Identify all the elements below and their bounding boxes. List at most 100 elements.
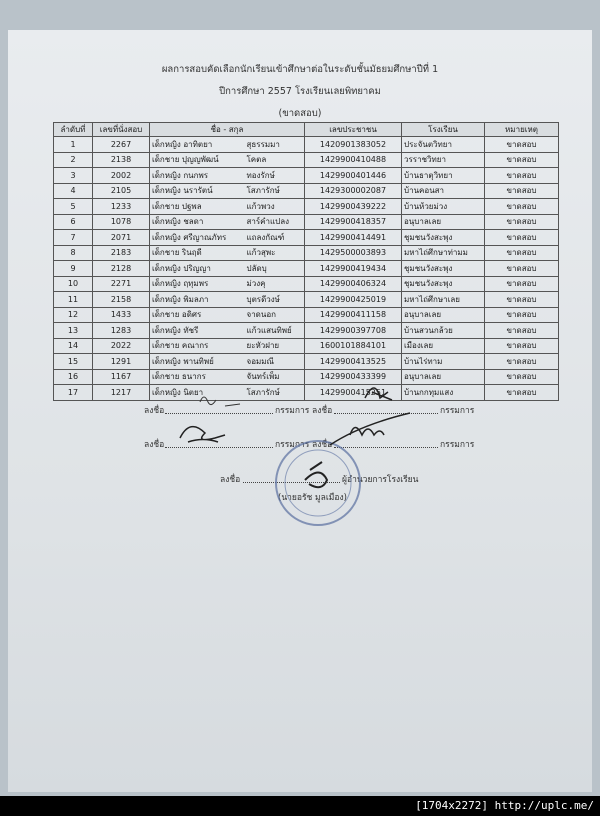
table-cell: อนุบาลเลย	[401, 368, 485, 385]
table-cell: ขาดสอบ	[484, 322, 559, 339]
table-cell: 8	[53, 244, 93, 261]
table-cell: ขาดสอบ	[484, 198, 559, 215]
table-cell: 2	[53, 151, 93, 168]
table-cell: เด็กหญิง ปริญญา	[149, 260, 245, 277]
column-header: โรงเรียน	[401, 122, 485, 137]
table-cell: ขาดสอบ	[484, 306, 559, 323]
table-cell: แก้วพวง	[244, 198, 305, 215]
table-cell: ขาดสอบ	[484, 337, 559, 354]
table-row: 9 2128 เด็กหญิง ปริญญา ปลัดบุ 1429900419434 ช…	[53, 260, 559, 277]
table-cell: 1429900415251	[304, 384, 402, 401]
status: (ขาดสอบ)	[278, 108, 322, 119]
table-cell: 1429900414491	[304, 229, 402, 246]
table-cell: 1167	[92, 368, 150, 385]
table-cell: บ้านสวนกล้วย	[401, 322, 485, 339]
table-cell: จาดนอก	[244, 306, 305, 323]
signature-line	[334, 413, 438, 414]
table-cell: เด็กหญิง พานทิพย์	[149, 353, 245, 370]
table-cell: เด็กหญิง พิมลภา	[149, 291, 245, 308]
table-cell: ยะหัวฝาย	[244, 337, 305, 354]
table-cell: ขาดสอบ	[484, 229, 559, 246]
table-cell: 1429900418357	[304, 213, 402, 230]
table-cell: 12	[53, 306, 93, 323]
table-cell: 15	[53, 353, 93, 370]
table-row: 14 2022 เด็กชาย คณากร ยะหัวฝาย 1600101884101…	[53, 337, 559, 354]
table-cell: 1429300002087	[304, 182, 402, 199]
table-cell: ขาดสอบ	[484, 213, 559, 230]
table-row: 12 1433 เด็กชาย อดิศร จาดนอก 1429900411158 อน…	[53, 306, 559, 323]
table-cell: เด็กชาย รินฤดี	[149, 244, 245, 261]
watermark: [1704x2272] http://uplc.me/	[415, 799, 594, 812]
table-cell: 5	[53, 198, 93, 215]
table-row: 10 2271 เด็กหญิง ฤทุมพร ม่วงคุ 1429900406324…	[53, 275, 559, 292]
table-cell: ขาดสอบ	[484, 182, 559, 199]
signature-label: ลงชื่อ	[144, 406, 165, 416]
table-cell: แก้วสุพะ	[244, 244, 305, 261]
table-row: 8 2183 เด็กชาย รินฤดี แก้วสุพะ 1429500003893…	[53, 244, 559, 261]
table-cell: 14	[53, 337, 93, 354]
table-cell: 1429900410488	[304, 151, 402, 168]
table-cell: 3	[53, 167, 93, 184]
table-cell: เด็กชาย คณากร	[149, 337, 245, 354]
signature-role: กรรมการ	[275, 406, 310, 416]
table-cell: ขาดสอบ	[484, 353, 559, 370]
table-cell: บ้านห้วยม่วง	[401, 198, 485, 215]
table-cell: เด็กหญิง ศรีญาณภัทร	[149, 229, 245, 246]
table-cell: 1429900419434	[304, 260, 402, 277]
signature-label: ลงชื่อ	[312, 406, 333, 416]
column-header: เลขประชาชน	[304, 122, 402, 137]
signer-name: (นายอรัช มูลเมือง)	[278, 493, 347, 503]
table-cell: แก้วแสนทิพย์	[244, 322, 305, 339]
table-cell: ขาดสอบ	[484, 167, 559, 184]
subtitle: ปีการศึกษา 2557 โรงเรียนเลยพิทยาคม	[219, 86, 381, 97]
table-cell: มหาไถ่ศึกษาเลย	[401, 291, 485, 308]
table-cell: เด็กหญิง นรารัตน์	[149, 182, 245, 199]
table-cell: 2105	[92, 182, 150, 199]
table-cell: ขาดสอบ	[484, 291, 559, 308]
signature-role: กรรมการ	[440, 440, 475, 450]
signature-line	[165, 447, 273, 448]
table-cell: เด็กชาย ปฐพล	[149, 198, 245, 215]
signature-role: กรรมการ	[440, 406, 475, 416]
table-cell: 1429900411158	[304, 306, 402, 323]
table-cell: 1078	[92, 213, 150, 230]
signature-role: ผู้อำนวยการโรงเรียน	[342, 475, 419, 485]
column-header: หมายเหตุ	[484, 122, 559, 137]
table-cell: เด็กชาย ปุญญพัฒน์	[149, 151, 245, 168]
table-cell: โคตล	[244, 151, 305, 168]
table-cell: เมืองเลย	[401, 337, 485, 354]
table-cell: 1429900433399	[304, 368, 402, 385]
signature-line	[334, 447, 438, 448]
table-cell: บ้านธาตุวิทยา	[401, 167, 485, 184]
table-row: 3 2002 เด็กหญิง กนกพร ทองรักษ์ 1429900401446…	[53, 167, 559, 184]
table-cell: 2128	[92, 260, 150, 277]
table-cell: 2138	[92, 151, 150, 168]
table-cell: ขาดสอบ	[484, 384, 559, 401]
table-cell: 1429900406324	[304, 275, 402, 292]
table-cell: 1429900397708	[304, 322, 402, 339]
table-cell: 1283	[92, 322, 150, 339]
table-cell: วรราชวิทยา	[401, 151, 485, 168]
table-cell: 2271	[92, 275, 150, 292]
table-cell: 11	[53, 291, 93, 308]
table-cell: บุตรดีวงษ์	[244, 291, 305, 308]
table-cell: 1	[53, 136, 93, 153]
table-cell: บ้านคอนสา	[401, 182, 485, 199]
table-row: 4 2105 เด็กหญิง นรารัตน์ โสภารักษ์ 142930000…	[53, 182, 559, 199]
table-cell: เด็กหญิง นิตยา	[149, 384, 245, 401]
table-cell: เด็กหญิง กนกพร	[149, 167, 245, 184]
table-cell: 1429500003893	[304, 244, 402, 261]
table-cell: โสภารักษ์	[244, 182, 305, 199]
table-cell: ชุมชนวังสะพุง	[401, 260, 485, 277]
table-cell: มหาไถ่ศึกษาท่ามม	[401, 244, 485, 261]
table-cell: บ้านกกทุมแสง	[401, 384, 485, 401]
table-cell: 2158	[92, 291, 150, 308]
table-cell: ขาดสอบ	[484, 368, 559, 385]
table-cell: จันทร์เพ็ม	[244, 368, 305, 385]
table-cell: 13	[53, 322, 93, 339]
table-cell: 10	[53, 275, 93, 292]
table-cell: 1433	[92, 306, 150, 323]
table-cell: สาร์คำแปลง	[244, 213, 305, 230]
signature-label: ลงชื่อ	[144, 440, 165, 450]
table-cell: 1429900401446	[304, 167, 402, 184]
